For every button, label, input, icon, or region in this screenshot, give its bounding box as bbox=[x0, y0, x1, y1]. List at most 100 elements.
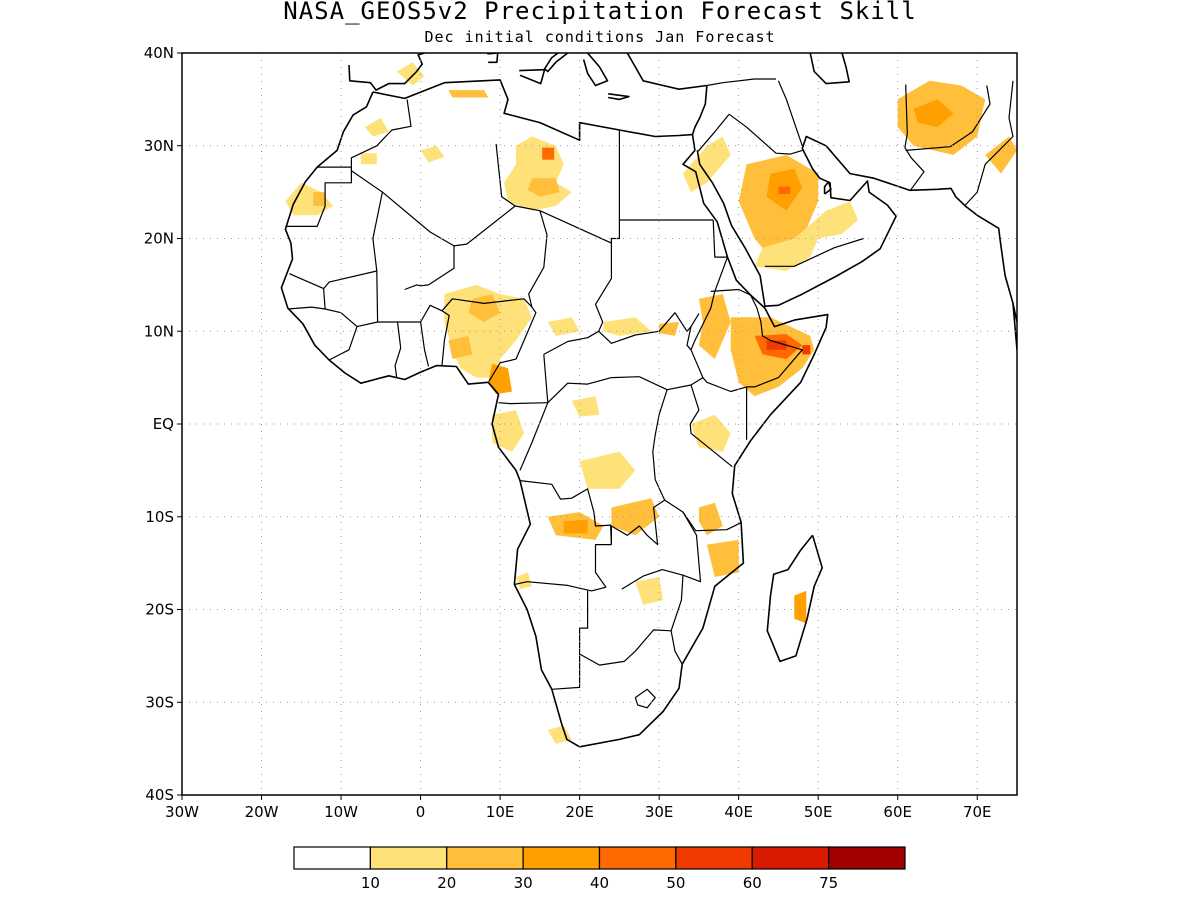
border-saudi-jordan bbox=[697, 113, 730, 152]
y-tick-label: 30S bbox=[145, 693, 174, 711]
y-tick-label: 10N bbox=[144, 322, 174, 340]
x-tick-label: 0 bbox=[416, 803, 426, 821]
border-ethiopia-eritrea bbox=[710, 288, 762, 323]
x-tick-label: 10E bbox=[486, 803, 515, 821]
skill-region-yemen-oman bbox=[754, 201, 858, 271]
skill-region-libya-small bbox=[420, 145, 445, 163]
map-subtitle: Dec initial conditions Jan Forecast bbox=[424, 28, 776, 46]
skill-region-namibia-coast bbox=[516, 572, 532, 590]
border-zimbabwe-zambia bbox=[621, 569, 684, 631]
border-uganda-kenya bbox=[689, 384, 700, 425]
x-tick-label: 60E bbox=[883, 803, 912, 821]
border-drc-angola bbox=[519, 480, 612, 545]
border-w-africa-4 bbox=[420, 321, 430, 367]
skill-region-sahara-north-peak bbox=[542, 147, 555, 160]
skill-region-sahara-north bbox=[504, 136, 572, 211]
skill-region-horn-peak bbox=[766, 340, 787, 350]
axis-ticks: 30W 20W 10W 0 10E 20E 30E 40E 50E 60E 70E 40N 30N 20N… bbox=[144, 44, 992, 821]
border-angola-zambia-namibia bbox=[514, 544, 612, 592]
border-pak-india bbox=[964, 80, 1014, 206]
skill-region-horn-of-africa bbox=[730, 317, 815, 397]
border-niger-chad bbox=[528, 210, 548, 308]
coastline-turkey-coast bbox=[626, 53, 708, 90]
skill-region-mauritania-west bbox=[285, 182, 334, 216]
coastline-greece bbox=[582, 53, 609, 87]
x-tick-label: 50E bbox=[804, 803, 833, 821]
skill-region-arabia-peak bbox=[778, 186, 791, 194]
y-tick-label: 30N bbox=[144, 137, 174, 155]
coastline-caspian bbox=[809, 53, 850, 85]
border-syria-turkey bbox=[706, 78, 776, 87]
skill-region-tanzania-south bbox=[698, 502, 723, 536]
border-car-drc bbox=[543, 354, 640, 404]
x-tick-label: 30W bbox=[165, 803, 199, 821]
skill-region-mozambique-north bbox=[706, 539, 739, 577]
colorbar-label: 60 bbox=[743, 874, 762, 892]
border-w-africa-3 bbox=[394, 321, 402, 378]
coastline-crete bbox=[608, 93, 630, 101]
border-w-africa-1 bbox=[328, 270, 379, 361]
border-algeria-mali bbox=[382, 191, 516, 247]
grid-layer bbox=[181, 52, 1017, 796]
coastline-sardinia bbox=[487, 53, 499, 64]
skill-region-mediterranean-strip bbox=[448, 90, 489, 98]
y-tick-label: 20S bbox=[145, 601, 174, 619]
skill-region-ethiopia-west bbox=[698, 294, 731, 360]
y-tick-label: 40S bbox=[145, 786, 174, 804]
skill-region-pakistan-east bbox=[985, 136, 1017, 174]
skill-region-nigeria-south bbox=[448, 335, 473, 360]
border-mali-niger bbox=[404, 245, 455, 291]
colorbar-swatch bbox=[293, 846, 371, 870]
colorbar-swatch bbox=[598, 846, 677, 870]
skill-region-zimbabwe bbox=[635, 577, 664, 605]
colorbar-label: 20 bbox=[437, 874, 456, 892]
border-malawi-moz bbox=[664, 499, 702, 583]
skill-region-car-strip bbox=[603, 317, 652, 336]
skill-region-congo-north bbox=[571, 396, 600, 417]
border-chad-sudan bbox=[594, 243, 612, 332]
coastline-arabia bbox=[696, 135, 1017, 323]
border-iraq-iran bbox=[777, 80, 803, 146]
colorbar-label: 10 bbox=[361, 874, 380, 892]
border-drc-zambia bbox=[610, 389, 668, 546]
skill-region-kenya-east bbox=[691, 414, 731, 452]
coastline-eurasia-north bbox=[691, 85, 708, 135]
coastline-layer bbox=[280, 53, 1017, 748]
y-tick-label: 10S bbox=[145, 508, 174, 526]
border-w-africa-2 bbox=[377, 304, 450, 366]
border-lesotho bbox=[634, 688, 656, 709]
plot-frame bbox=[181, 52, 1018, 796]
coastline-italy-greece bbox=[543, 53, 569, 73]
skill-region-zambia-north bbox=[611, 498, 660, 536]
y-tick-label: EQ bbox=[153, 415, 174, 433]
border-iran-afg-pak bbox=[904, 84, 925, 191]
skill-shading-layer bbox=[285, 62, 1017, 744]
border-layer bbox=[285, 78, 1014, 709]
border-namibia-botswana bbox=[551, 628, 581, 690]
skill-region-congo-west bbox=[492, 410, 524, 452]
coastline-sicily bbox=[519, 68, 546, 85]
border-chad-car bbox=[543, 330, 599, 355]
border-saudi-iraq bbox=[728, 113, 803, 155]
skill-region-angola-core bbox=[563, 519, 588, 534]
x-tick-label: 20W bbox=[245, 803, 279, 821]
x-tick-label: 70E bbox=[963, 803, 992, 821]
colorbar-swatch bbox=[369, 846, 448, 870]
skill-region-red-sea-east bbox=[683, 136, 731, 193]
border-kenya-tanzania bbox=[689, 423, 733, 468]
colorbar-swatch bbox=[828, 846, 906, 870]
x-tick-label: 20E bbox=[565, 803, 594, 821]
border-niger-nigeria bbox=[441, 298, 533, 312]
skill-region-sudan-south bbox=[659, 322, 679, 336]
colorbar-swatch bbox=[675, 846, 753, 870]
border-cameroon-south bbox=[498, 402, 548, 405]
skill-region-horn-edge bbox=[802, 345, 811, 355]
border-algeria-morocco bbox=[350, 99, 412, 171]
border-saudi-yemen bbox=[764, 237, 864, 267]
skill-region-afghanistan-core bbox=[913, 99, 954, 128]
map-title: NASA_GEOS5v2 Precipitation Forecast Skil… bbox=[283, 0, 917, 25]
coastline-iberia-south bbox=[348, 53, 425, 91]
skill-region-congo-central bbox=[579, 451, 636, 489]
colorbar-label: 50 bbox=[666, 874, 685, 892]
